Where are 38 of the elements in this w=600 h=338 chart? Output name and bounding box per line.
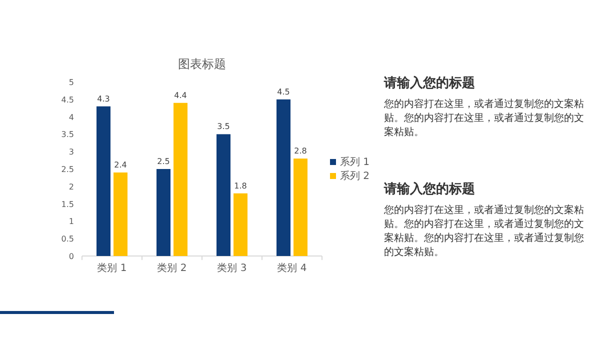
data-label: 4.5 (277, 87, 290, 96)
text: 您的内容打在这里，或者通过复制您的文案粘贴。您的内容打在这里，或者通过复制您的文案粘贴。您的内容打在这里，或者通过复制您的文案粘贴。 (384, 204, 584, 260)
text: 您的内容打在这里，或者通过复制您的文案粘贴。您的内容打在这里，或者通过复制您的文案粘贴。 (384, 98, 584, 140)
x-tick-label: 类别 1 (97, 262, 127, 274)
data-label: 2.4 (114, 160, 127, 170)
bar (114, 172, 128, 256)
bar (276, 99, 290, 256)
bar (174, 102, 188, 256)
y-tick-label: 1 (68, 217, 74, 226)
data-label: 1.8 (234, 181, 247, 190)
legend-label: 系列 2 (340, 170, 370, 182)
y-tick-label: 2.5 (61, 165, 74, 174)
bar (96, 106, 110, 256)
y-tick-label: 3 (68, 148, 74, 157)
y-tick-label: 3.5 (61, 130, 74, 140)
x-tick-label: 类别 3 (217, 262, 247, 274)
bar (156, 169, 170, 256)
text: 请输入您的标题 (384, 180, 476, 198)
chart-title: 图表标题 (178, 57, 226, 71)
text: 请输入您的标题 (384, 74, 476, 92)
data-label: 2.5 (157, 157, 170, 166)
y-tick-label: 0.5 (61, 234, 74, 244)
x-tick-label: 类别 4 (277, 262, 307, 274)
y-tick-label: 0 (68, 252, 74, 261)
data-label: 3.5 (217, 122, 230, 132)
data-label: 4.4 (174, 90, 187, 100)
y-tick-label: 5 (68, 78, 74, 87)
bar (294, 158, 308, 256)
y-tick-label: 2 (68, 182, 74, 192)
data-label: 4.3 (97, 94, 110, 104)
bar (234, 193, 248, 256)
legend-label: 系列 1 (340, 156, 370, 168)
y-tick-label: 4 (68, 112, 74, 122)
y-tick-label: 4.5 (61, 95, 74, 104)
x-tick-label: 类别 2 (157, 262, 187, 274)
data-label: 2.8 (294, 146, 307, 156)
bar (216, 134, 230, 256)
y-tick-label: 1.5 (61, 200, 74, 209)
